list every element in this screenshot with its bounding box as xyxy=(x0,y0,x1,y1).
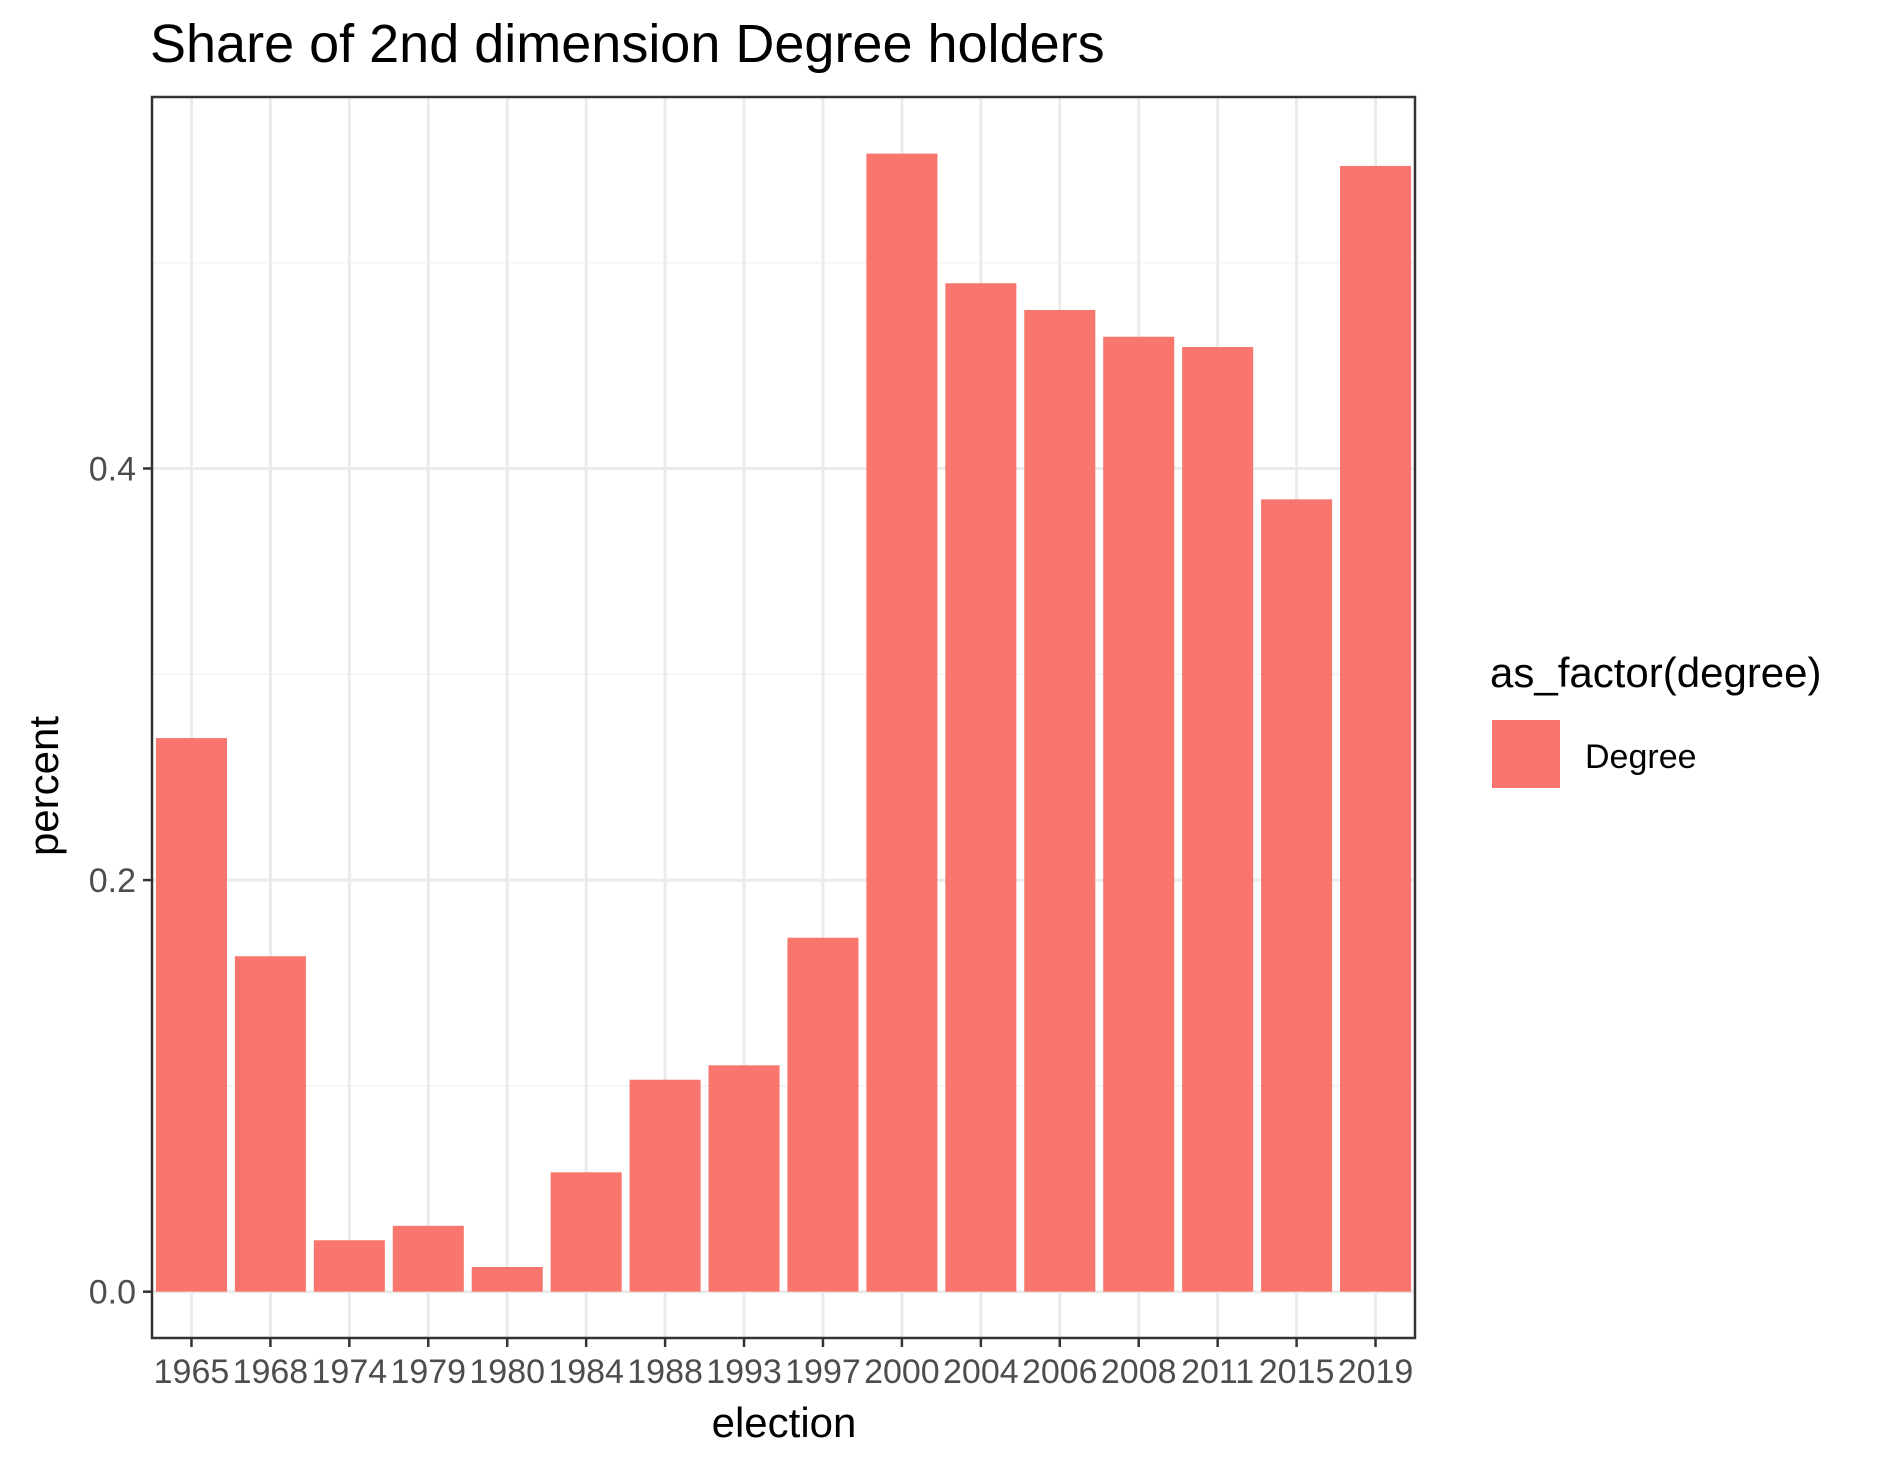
y-tick-label: 0.0 xyxy=(89,1274,136,1312)
x-tick-label: 2004 xyxy=(943,1353,1019,1391)
bar-1979 xyxy=(392,1225,464,1292)
x-tick-label: 2019 xyxy=(1338,1353,1414,1391)
x-tick-label: 1965 xyxy=(154,1353,230,1391)
bar-2008 xyxy=(1103,336,1175,1292)
bar-2004 xyxy=(945,283,1017,1292)
bar-2000 xyxy=(866,153,938,1292)
x-axis-title: election xyxy=(712,1399,857,1446)
x-tick-label: 1988 xyxy=(627,1353,703,1391)
x-tick-label: 2011 xyxy=(1181,1353,1254,1391)
x-tick-label: 1980 xyxy=(469,1353,545,1391)
bar-1997 xyxy=(787,937,859,1292)
bar-2015 xyxy=(1261,499,1333,1292)
x-tick-label: 2006 xyxy=(1022,1353,1098,1391)
chart-title: Share of 2nd dimension Degree holders xyxy=(150,14,1105,74)
bar-2019 xyxy=(1340,165,1412,1292)
x-tick-label: 1997 xyxy=(785,1353,861,1391)
x-tick-label: 1974 xyxy=(312,1353,388,1391)
x-tick-label: 2008 xyxy=(1101,1353,1177,1391)
bar-2011 xyxy=(1182,347,1254,1292)
panel-border xyxy=(150,95,1417,1340)
x-tick-label: 1993 xyxy=(706,1353,782,1391)
legend-key-degree xyxy=(1492,720,1560,788)
bar-2006 xyxy=(1024,310,1096,1292)
bar-1968 xyxy=(234,956,306,1292)
x-tick-label: 1979 xyxy=(390,1353,466,1391)
bar-1980 xyxy=(471,1266,543,1292)
x-tick-label: 2000 xyxy=(864,1353,940,1391)
x-tick-label: 1968 xyxy=(233,1353,309,1391)
x-tick-label: 2015 xyxy=(1259,1353,1335,1391)
bar-1993 xyxy=(708,1065,780,1292)
y-tick-label: 0.2 xyxy=(89,862,136,900)
y-axis-title: percent xyxy=(20,716,67,856)
bar-1965 xyxy=(155,738,227,1292)
bar-1984 xyxy=(550,1172,622,1292)
legend: as_factor(degree) Degree xyxy=(1490,649,1822,788)
legend-label-degree: Degree xyxy=(1585,738,1697,776)
bar-1988 xyxy=(629,1079,701,1292)
y-tick-label: 0.4 xyxy=(89,450,136,488)
legend-title: as_factor(degree) xyxy=(1490,649,1822,696)
x-tick-label: 1984 xyxy=(548,1353,624,1391)
bar-1974 xyxy=(313,1240,385,1292)
